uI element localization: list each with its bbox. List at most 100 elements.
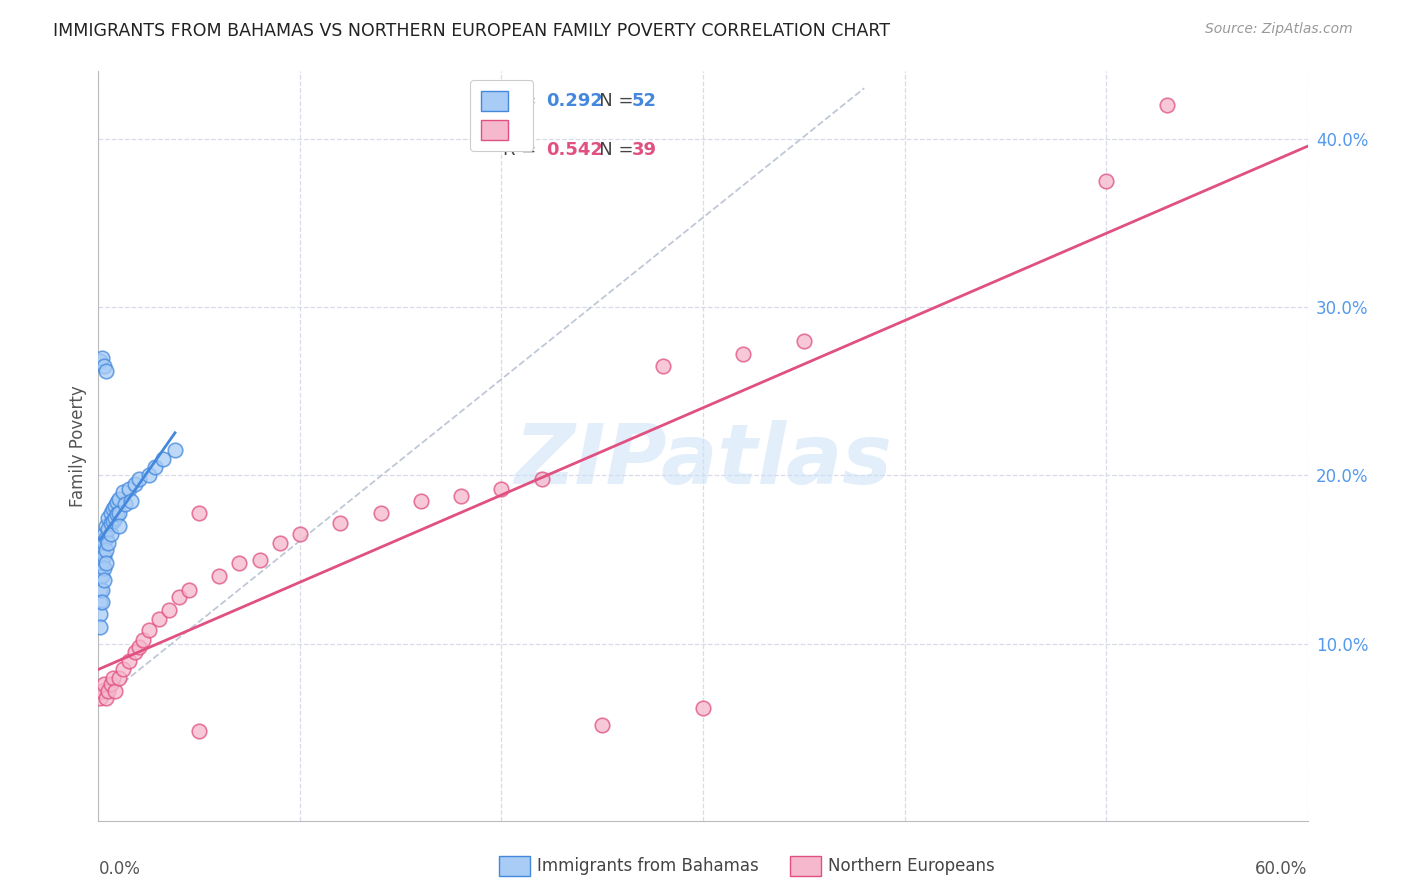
Point: [93, 527, 115, 541]
Point: [530, 472, 553, 486]
Text: IMMIGRANTS FROM BAHAMAS VS NORTHERN EUROPEAN FAMILY POVERTY CORRELATION CHART: IMMIGRANTS FROM BAHAMAS VS NORTHERN EURO…: [53, 22, 890, 40]
Point: [132, 633, 155, 648]
Text: Immigrants from Bahamas: Immigrants from Bahamas: [537, 857, 759, 875]
Point: [100, 506, 122, 520]
Text: Source: ZipAtlas.com: Source: ZipAtlas.com: [1205, 22, 1353, 37]
Legend: , : ,: [470, 80, 533, 151]
Point: [107, 506, 129, 520]
Point: [167, 590, 190, 604]
Point: [93, 359, 115, 373]
Point: [450, 489, 472, 503]
Text: R =: R =: [503, 141, 543, 159]
Point: [93, 536, 115, 550]
Point: [103, 510, 125, 524]
Point: [188, 506, 211, 520]
Point: [179, 582, 201, 597]
Point: [100, 516, 122, 530]
Text: N =: N =: [582, 141, 640, 159]
Point: [91, 684, 114, 698]
Point: [1156, 98, 1178, 112]
Point: [124, 645, 146, 659]
Point: [329, 516, 352, 530]
Point: [208, 569, 231, 583]
Point: [105, 495, 128, 509]
Point: [105, 507, 128, 521]
Point: [96, 542, 118, 557]
Point: [101, 502, 124, 516]
Point: [228, 556, 250, 570]
Point: [89, 569, 111, 583]
Point: [793, 334, 815, 348]
Point: [97, 510, 120, 524]
Point: [103, 499, 125, 513]
Point: [111, 485, 134, 500]
Point: [143, 460, 166, 475]
Text: 60.0%: 60.0%: [1256, 860, 1308, 878]
Text: N =: N =: [582, 93, 640, 111]
Point: [111, 662, 134, 676]
Point: [138, 624, 160, 638]
Point: [269, 536, 291, 550]
Point: [101, 514, 124, 528]
Point: [370, 506, 392, 520]
Point: [249, 552, 271, 566]
Text: 39: 39: [631, 141, 657, 159]
Text: Northern Europeans: Northern Europeans: [828, 857, 995, 875]
Text: ZIPatlas: ZIPatlas: [515, 420, 891, 501]
Point: [288, 527, 311, 541]
Text: 0.292: 0.292: [546, 93, 603, 111]
Text: 0.542: 0.542: [546, 141, 603, 159]
Point: [148, 611, 170, 625]
Point: [692, 701, 714, 715]
Point: [491, 482, 513, 496]
Point: [93, 573, 115, 587]
Point: [89, 620, 111, 634]
Point: [89, 607, 111, 621]
Point: [91, 582, 114, 597]
Text: R =: R =: [503, 93, 543, 111]
Point: [96, 364, 118, 378]
Point: [91, 544, 114, 558]
Point: [157, 603, 180, 617]
Point: [100, 677, 122, 691]
Point: [89, 582, 111, 597]
Point: [138, 468, 160, 483]
Point: [120, 493, 142, 508]
Text: 52: 52: [631, 93, 657, 111]
Point: [96, 531, 118, 545]
Point: [89, 544, 111, 558]
Point: [409, 493, 432, 508]
Point: [100, 527, 122, 541]
Point: [651, 359, 673, 373]
Point: [91, 569, 114, 583]
Point: [91, 595, 114, 609]
Point: [124, 476, 146, 491]
Point: [96, 690, 118, 705]
Point: [733, 347, 755, 361]
Point: [128, 640, 150, 655]
Point: [91, 351, 114, 365]
Point: [107, 491, 129, 506]
Point: [103, 684, 125, 698]
Point: [96, 556, 118, 570]
Point: [97, 522, 120, 536]
Point: [188, 724, 211, 739]
Point: [118, 654, 141, 668]
Point: [118, 482, 141, 496]
Point: [591, 717, 613, 731]
Point: [114, 497, 136, 511]
Point: [89, 556, 111, 570]
Point: [96, 519, 118, 533]
Point: [107, 671, 129, 685]
Point: [101, 671, 124, 685]
Point: [89, 354, 111, 368]
Point: [107, 519, 129, 533]
Point: [93, 549, 115, 564]
Point: [1095, 174, 1118, 188]
Point: [152, 451, 174, 466]
Point: [97, 684, 120, 698]
Y-axis label: Family Poverty: Family Poverty: [69, 385, 87, 507]
Point: [89, 690, 111, 705]
Point: [93, 677, 115, 691]
Point: [91, 556, 114, 570]
